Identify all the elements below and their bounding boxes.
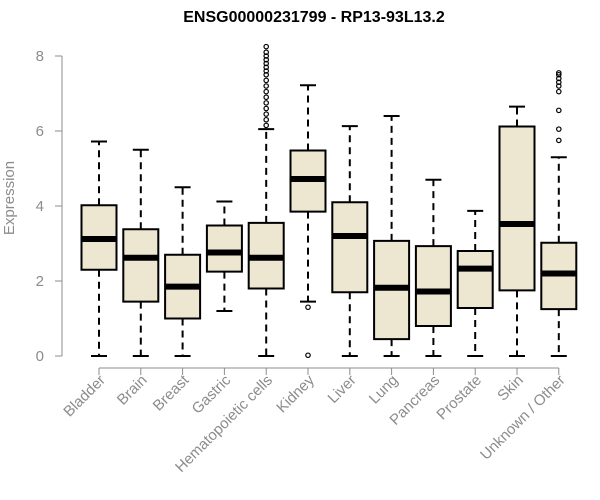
- outlier-point: [555, 107, 562, 114]
- x-tick-label: Bladder: [60, 372, 109, 421]
- y-axis-label: Expression: [1, 161, 18, 235]
- box-liver: [331, 125, 369, 357]
- outlier-point: [263, 77, 270, 84]
- box-iqr: [456, 250, 494, 309]
- outlier-point: [263, 56, 270, 63]
- box-iqr: [205, 224, 243, 273]
- box-unknown-other: [540, 70, 578, 357]
- y-tick-label: 4: [36, 198, 44, 215]
- x-tick-label: Lung: [366, 372, 402, 408]
- outlier-point: [263, 68, 270, 74]
- outlier-point: [555, 70, 562, 76]
- outlier-point: [263, 111, 270, 117]
- y-axis: 0 2 4 6 8: [36, 48, 62, 365]
- outlier-point: [555, 75, 562, 82]
- outlier-point: [305, 352, 311, 359]
- y-tick-label: 2: [36, 273, 44, 290]
- plot-area: [80, 43, 578, 359]
- box-hematopoietic-cells: [247, 43, 285, 357]
- x-tick-label: Liver: [325, 372, 360, 407]
- outlier-point: [263, 49, 270, 56]
- outlier-point: [263, 60, 270, 67]
- box-iqr: [122, 228, 160, 303]
- x-tick-label: Skin: [494, 372, 527, 405]
- y-tick-label: 6: [36, 123, 44, 140]
- chart-title: ENSG00000231799 - RP13-93L13.2: [183, 9, 445, 26]
- box-gastric: [205, 200, 243, 312]
- outlier-point: [263, 64, 270, 71]
- y-tick-label: 0: [36, 348, 44, 365]
- outlier-point: [555, 137, 562, 144]
- box-iqr: [414, 245, 452, 327]
- box-bladder: [80, 140, 118, 357]
- outlier-point: [263, 88, 270, 95]
- outlier-point: [263, 100, 270, 106]
- outlier-point: [263, 116, 270, 123]
- x-tick-label: Kidney: [273, 371, 318, 416]
- outlier-point: [305, 304, 311, 311]
- x-tick-label: Breast: [150, 371, 193, 414]
- outlier-point: [263, 71, 270, 78]
- outlier-point: [555, 71, 562, 78]
- box-lung: [373, 115, 411, 357]
- outlier-point: [263, 43, 270, 50]
- x-tick-label: Brain: [114, 372, 151, 409]
- box-brain: [122, 148, 160, 357]
- box-prostate: [456, 209, 494, 357]
- outlier-point: [555, 79, 562, 86]
- box-iqr: [331, 201, 369, 294]
- outlier-point: [263, 94, 270, 101]
- outlier-point: [263, 105, 270, 112]
- box-iqr: [498, 125, 536, 292]
- box-pancreas: [414, 178, 452, 357]
- x-tick-label: Prostate: [433, 372, 485, 424]
- outlier-point: [263, 122, 270, 129]
- outlier-point: [555, 83, 562, 89]
- box-skin: [498, 105, 536, 357]
- box-kidney: [289, 84, 327, 359]
- outlier-point: [263, 83, 270, 89]
- y-tick-label: 8: [36, 48, 44, 65]
- outlier-point: [263, 53, 270, 59]
- outlier-point: [555, 126, 562, 132]
- box-breast: [164, 186, 202, 357]
- outlier-point: [555, 88, 562, 95]
